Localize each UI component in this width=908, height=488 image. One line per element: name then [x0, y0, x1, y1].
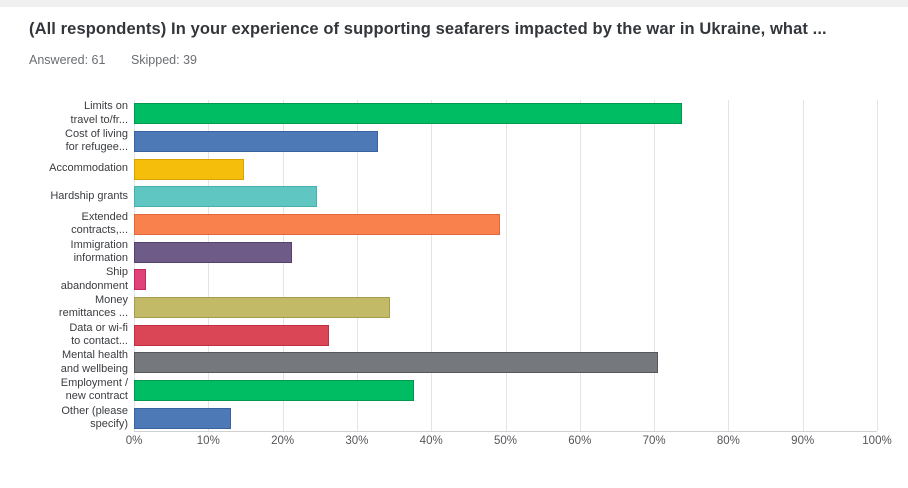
gridline [134, 100, 135, 431]
gridline [802, 100, 804, 431]
category-label: Extended contracts,... [71, 210, 128, 237]
x-tick-label: 60% [568, 435, 592, 447]
gridline [282, 100, 284, 431]
gridline [579, 100, 581, 431]
gridline [654, 100, 656, 431]
category-label: Ship abandonment [60, 266, 128, 292]
skipped-value: 39 [183, 53, 197, 67]
question-title: (All respondents) In your experience of … [29, 20, 827, 38]
bar[interactable] [134, 407, 232, 429]
category-label: Data or wi-fi to contact... [69, 321, 128, 348]
gridline [505, 100, 507, 431]
category-label: Mental health and wellbeing [60, 349, 128, 375]
gridline [431, 100, 433, 431]
x-tick-label: 20% [271, 435, 295, 447]
category-label: Limits on travel to/fr... [70, 100, 128, 126]
answered-value: 61 [91, 53, 106, 67]
bar[interactable] [134, 297, 390, 318]
plot-area [134, 100, 878, 432]
gridline [728, 100, 730, 431]
skipped-stat: Skipped: 39 [131, 53, 197, 67]
bar[interactable] [134, 241, 293, 263]
category-label: Immigration information [70, 238, 128, 265]
x-tick-label: 30% [345, 435, 369, 447]
bar[interactable] [134, 131, 378, 152]
bar[interactable] [134, 103, 683, 125]
top-strip [0, 0, 908, 7]
gridline [356, 100, 358, 431]
x-tick-label: 0% [125, 435, 143, 447]
bar[interactable] [134, 158, 244, 180]
x-tick-label: 40% [419, 435, 443, 447]
x-tick-label: 10% [196, 435, 220, 447]
response-meta: Answered: 61 Skipped: 39 [29, 53, 219, 67]
bar[interactable] [134, 324, 329, 346]
category-axis: Limits on travel to/fr... Cost of living … [0, 100, 128, 432]
x-tick-label: 90% [791, 435, 815, 447]
category-label: Cost of living for refugee... [65, 127, 128, 154]
x-axis-ticks: 0% 10% 20% 30% 40% 50% 60% 70% 80% 90% 100% [126, 435, 892, 451]
x-tick-label: 70% [642, 435, 666, 447]
skipped-label: Skipped: [130, 53, 180, 67]
category-label: Employment / new contract [60, 376, 128, 403]
bar[interactable] [134, 352, 658, 374]
gridline [877, 100, 878, 431]
answered-stat: Answered: 61 [29, 53, 105, 67]
category-label: Hardship grants [50, 190, 128, 203]
x-tick-label: 80% [716, 435, 740, 447]
gridline [208, 100, 210, 431]
bar[interactable] [134, 214, 500, 235]
answered-label: Answered: [29, 53, 89, 67]
category-label: Accommodation [49, 162, 128, 175]
x-tick-label: 50% [493, 435, 518, 447]
category-label: Other (please specify) [61, 404, 128, 431]
bar[interactable] [134, 380, 415, 401]
bar[interactable] [134, 269, 146, 291]
bar[interactable] [134, 186, 317, 208]
category-label: Money remittances ... [58, 293, 128, 320]
x-tick-label: 100% [862, 435, 892, 447]
